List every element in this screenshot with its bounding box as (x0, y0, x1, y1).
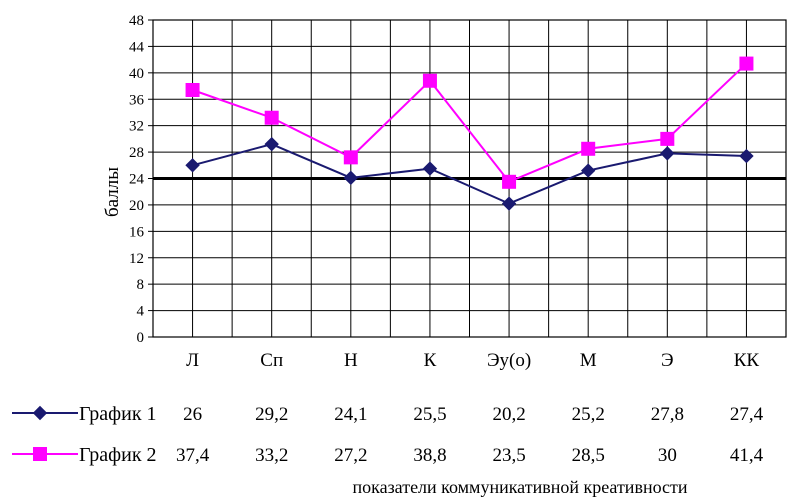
series-1-point (422, 161, 438, 176)
data-table-cell: 24,1 (334, 404, 367, 425)
y-tick-label: 48 (129, 13, 144, 29)
data-table-cell: 27,4 (730, 404, 764, 425)
series-1-point (739, 148, 754, 164)
y-tick-label: 4 (137, 304, 145, 320)
series-line-2 (192, 62, 748, 184)
y-tick-label: 8 (137, 277, 145, 293)
series-2-point (739, 56, 754, 71)
x-category-label: Л (186, 350, 199, 371)
legend-label-2: График 2 (79, 444, 157, 466)
y-tick-label: 28 (129, 145, 144, 161)
data-table-cell: 27,8 (651, 404, 684, 425)
y-tick-label: 44 (129, 39, 145, 55)
x-category-label: К (424, 350, 437, 371)
series-2-point (422, 73, 437, 88)
series-1-point (343, 170, 359, 186)
data-table-cell: 25,2 (572, 404, 605, 425)
data-table-cell: 38,8 (413, 445, 446, 466)
data-table-cell: 33,2 (255, 445, 288, 466)
x-category-label: М (580, 350, 597, 371)
series-1-point (185, 158, 200, 173)
x-axis-categories: Л Сп Н К Эу(о) М Э КК (186, 350, 759, 371)
series-2-point (185, 83, 200, 98)
data-table-cell: 28,5 (572, 445, 605, 466)
data-table-cell: 27,2 (334, 445, 367, 466)
data-table-cell: 26 (183, 404, 202, 425)
y-tick-label: 16 (129, 224, 145, 240)
series-2-point (660, 131, 675, 146)
y-tick-label: 12 (129, 251, 144, 267)
data-table-cell: 30 (658, 445, 677, 466)
series-line-1 (192, 143, 747, 205)
x-axis-label: показатели коммуникативной креативности (352, 477, 687, 497)
data-table-cell: 41,4 (730, 445, 764, 466)
x-category-label: Э (661, 350, 674, 371)
y-tick-label: 36 (129, 92, 145, 108)
series-1-point (264, 136, 279, 152)
data-table-cell: 20,2 (492, 404, 525, 425)
legend-marker-1 (32, 405, 48, 421)
series-layer (185, 56, 754, 211)
x-category-label: КК (734, 350, 760, 371)
data-table-cell: 23,5 (492, 445, 525, 466)
series-1-point (660, 146, 675, 161)
series-2-point (264, 110, 279, 125)
y-tick-label: 24 (129, 172, 145, 188)
y-axis-label: баллы (102, 167, 123, 217)
y-tick-label: 20 (129, 198, 144, 214)
data-table-cell: 25,5 (413, 404, 446, 425)
y-tick-label: 32 (129, 119, 144, 135)
y-tick-label: 0 (137, 330, 145, 346)
series-2-point (502, 174, 517, 189)
x-category-label: Эу(о) (487, 350, 531, 371)
x-category-label: Сп (260, 350, 283, 371)
legend-marker-2 (33, 447, 47, 461)
series-2-point (581, 141, 596, 156)
data-table: График 1 26 29,2 24,1 25,5 20,2 25,2 27,8 27,4 Гр… (12, 403, 764, 466)
y-tick-label: 40 (129, 66, 144, 82)
data-table-cell: 37,4 (176, 445, 210, 466)
x-category-label: Н (344, 350, 358, 371)
series-1-point (501, 196, 517, 211)
series-2-point (343, 150, 358, 165)
series-1-point (580, 163, 596, 178)
legend-label-1: График 1 (79, 403, 157, 425)
data-table-cell: 29,2 (255, 404, 288, 425)
